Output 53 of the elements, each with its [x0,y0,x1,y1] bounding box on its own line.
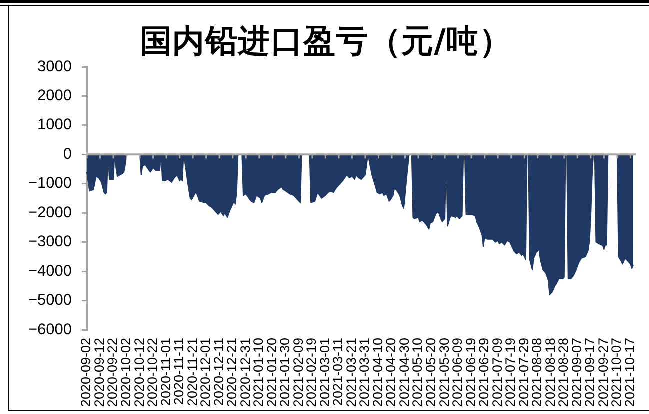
x-tick-label: 2021-06-29 [476,338,492,408]
x-tick-label: 2020-09-02 [78,338,94,408]
x-tick-label: 2021-07-19 [503,338,518,408]
x-tick-label: 2021-08-28 [556,338,572,408]
x-tick-label: 2020-12-11 [211,338,226,406]
x-tick-label: 2021-03-11 [330,338,346,406]
x-tick-label: 2021-08-08 [530,338,545,408]
x-tick-label: 2020-09-22 [105,338,120,408]
x-tick-label: 2021-01-20 [264,338,280,408]
y-tick-label: −3000 [28,234,72,251]
x-tick-label: 2021-05-10 [410,338,426,408]
x-tick-label: 2020-09-12 [92,338,107,408]
x-tick-label: 2021-04-30 [396,338,412,408]
x-tick-label: 2020-11-21 [184,338,200,406]
x-tick-label: 2021-01-10 [251,338,266,408]
x-tick-label: 2021-03-31 [357,338,372,408]
y-tick-label: −6000 [28,321,72,338]
x-tick-label: 2020-11-11 [172,338,187,406]
x-tick-label: 2020-11-01 [158,338,174,406]
y-tick-label: 1000 [38,116,72,134]
x-tick-label: 2020-12-31 [238,338,253,408]
x-tick-label: 2020-12-01 [198,338,214,408]
y-tick-label: −4000 [28,262,72,280]
x-tick-label: 2021-07-29 [516,338,532,408]
x-tick-label: 2021-06-19 [463,338,478,408]
x-tick-label: 2020-10-02 [118,338,134,408]
x-tick-label: 2021-03-01 [317,338,332,408]
x-tick-label: 2021-09-07 [569,338,584,408]
x-tick-label: 2021-02-19 [304,338,320,408]
y-tick-label: 3000 [38,58,72,76]
x-tick-label: 2021-01-30 [278,338,293,408]
x-tick-label: 2021-06-09 [450,338,466,408]
x-tick-label: 2021-03-21 [344,338,359,408]
y-tick-label: −1000 [28,175,72,192]
y-tick-label: 0 [63,146,72,163]
x-tick-label: 2021-04-20 [384,338,399,408]
x-tick-label: 2021-10-17 [622,338,638,408]
x-tick-label: 2021-10-07 [609,338,624,408]
x-tick-label: 2021-07-09 [490,338,505,408]
x-tick-label: 2021-08-18 [542,338,558,408]
x-tick-label: 2020-10-12 [132,338,147,408]
y-tick-label: 2000 [38,88,72,105]
x-tick-label: 2020-12-21 [224,338,240,408]
y-tick-label: −5000 [28,292,72,310]
x-tick-label: 2021-05-20 [424,338,438,408]
x-tick-label: 2021-04-10 [370,338,386,408]
x-tick-label: 2021-09-17 [582,338,598,408]
x-tick-label: 2020-10-22 [145,338,160,408]
y-tick-label: −2000 [28,204,72,222]
x-tick-label: 2021-05-30 [436,338,452,408]
x-tick-label: 2021-02-09 [290,338,306,408]
chart-title: 国内铅进口盈亏（元/吨） [140,22,512,60]
x-tick-label: 2021-09-27 [596,338,611,408]
